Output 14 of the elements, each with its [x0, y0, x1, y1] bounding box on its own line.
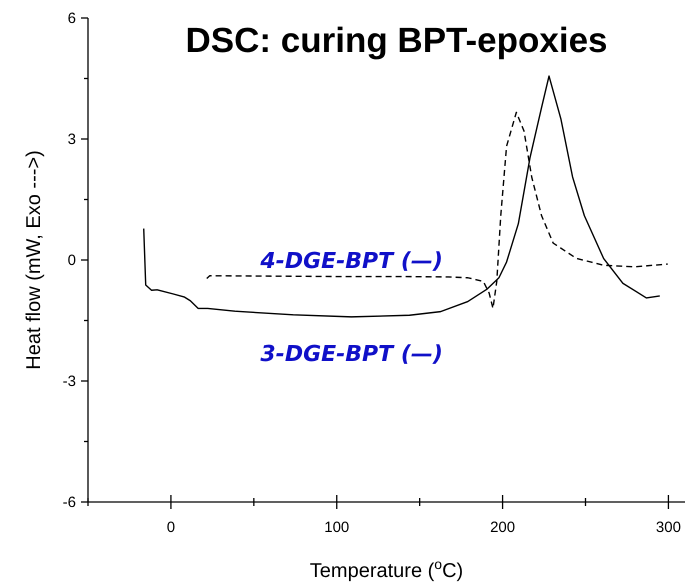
y-tick-label: 0	[68, 252, 76, 269]
x-axis-title: Temperature ($^{o}$C)	[310, 556, 464, 582]
x-tick-label: 300	[656, 519, 681, 536]
annotation: 4-DGE-BPT (—)	[259, 249, 443, 274]
y-axis-title: Heat flow (mW, Exo --->)	[23, 150, 45, 370]
y-tick-label: -6	[62, 494, 76, 511]
x-tick-label: 200	[490, 519, 516, 536]
x-tick-label: 100	[324, 519, 350, 536]
chart-title: DSC: curing BPT-epoxies	[185, 21, 608, 60]
annotation: 3-DGE-BPT (—)	[260, 342, 443, 367]
y-tick-label: 6	[68, 10, 76, 27]
y-tick-label: -3	[62, 373, 76, 390]
x-tick-label: 0	[166, 519, 176, 536]
y-tick-label: 3	[68, 131, 76, 148]
